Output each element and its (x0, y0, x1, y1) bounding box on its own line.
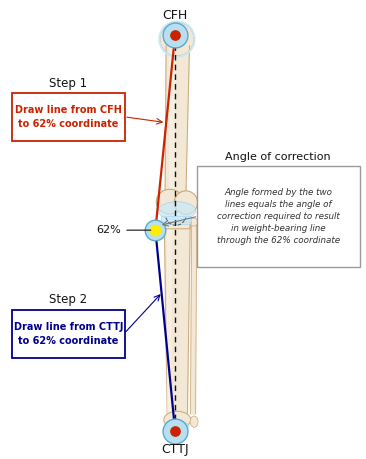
Ellipse shape (156, 189, 183, 214)
Ellipse shape (165, 421, 189, 431)
Ellipse shape (160, 22, 194, 56)
Text: CTTJ: CTTJ (161, 443, 189, 456)
Point (153, 226, 158, 234)
Point (172, 31, 178, 38)
Text: Angle formed by the two
lines equals the angle of
correction required to result
: Angle formed by the two lines equals the… (217, 188, 340, 245)
FancyBboxPatch shape (197, 166, 360, 267)
Text: Angle of correction: Angle of correction (225, 152, 331, 162)
Ellipse shape (165, 27, 184, 45)
Ellipse shape (190, 416, 198, 427)
Polygon shape (163, 222, 191, 229)
Text: CFH: CFH (163, 9, 188, 22)
Ellipse shape (174, 191, 198, 214)
Ellipse shape (158, 202, 196, 220)
FancyBboxPatch shape (161, 216, 191, 224)
FancyBboxPatch shape (12, 93, 125, 141)
Text: Draw line from CTTJ
to 62% coordinate: Draw line from CTTJ to 62% coordinate (14, 322, 123, 346)
Text: Draw line from CFH
to 62% coordinate: Draw line from CFH to 62% coordinate (15, 105, 122, 129)
Text: Step 2: Step 2 (49, 293, 87, 307)
Polygon shape (191, 224, 197, 414)
Point (172, 427, 178, 434)
Polygon shape (165, 46, 190, 195)
Point (172, 31, 178, 38)
Polygon shape (167, 224, 172, 416)
Text: Step 1: Step 1 (49, 77, 87, 90)
Text: 62%: 62% (97, 225, 151, 235)
Point (153, 226, 158, 234)
Polygon shape (164, 222, 190, 419)
FancyBboxPatch shape (12, 310, 125, 358)
Ellipse shape (190, 218, 198, 226)
Ellipse shape (164, 411, 191, 428)
Polygon shape (170, 48, 174, 190)
Point (172, 427, 178, 434)
